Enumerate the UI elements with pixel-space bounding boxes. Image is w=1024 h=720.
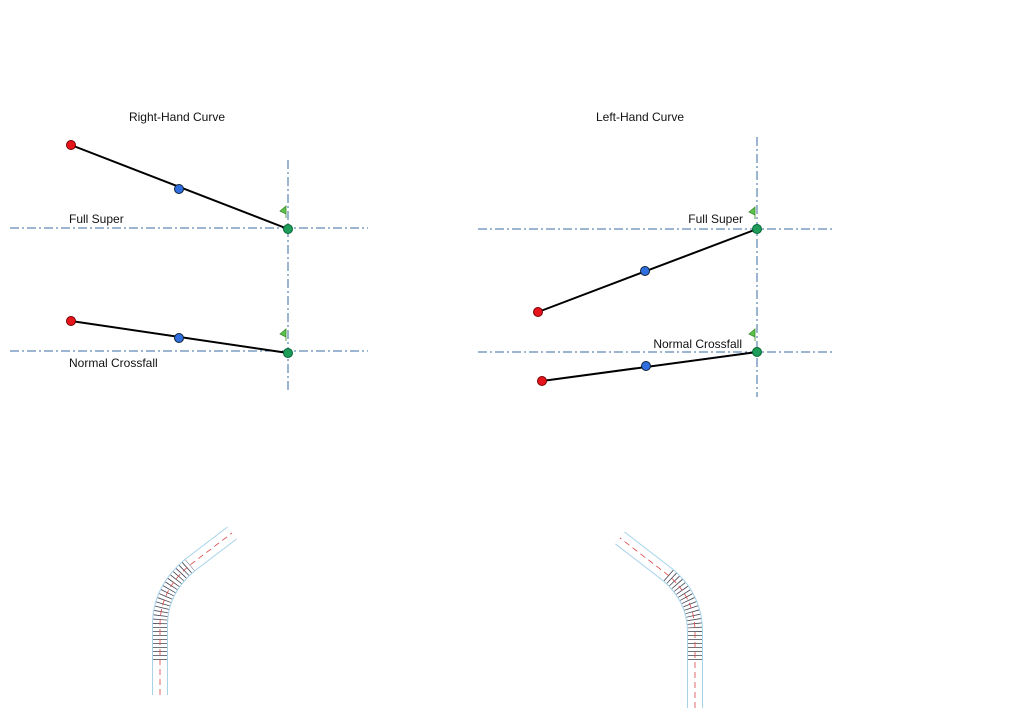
right-hand-panel: Right-Hand Curve Full Super Normal Cross… [10,110,368,390]
flag [748,206,756,219]
crossfall-label: Normal Crossfall [69,356,158,370]
flag [748,328,756,341]
left-road-plan [615,531,703,708]
edge-point [537,376,547,386]
panel-title: Left-Hand Curve [596,110,684,124]
edge-point [66,140,76,150]
pivot-point [283,348,293,358]
flag [279,205,287,218]
mid-point [174,333,184,343]
mid-point [174,184,184,194]
flag [279,328,287,341]
full-super-label: Full Super [69,212,124,226]
pivot-point [752,347,762,357]
pivot-point [283,224,293,234]
full-super-label: Full Super [688,212,743,226]
mid-point [640,266,650,276]
road [153,527,237,695]
road [615,532,702,708]
crossfall-label: Normal Crossfall [653,337,742,351]
edge-point [66,316,76,326]
mid-point [641,361,651,371]
pivot-point [752,224,762,234]
edge-point [533,307,543,317]
right-road-plan [152,526,237,695]
panel-title: Right-Hand Curve [129,110,225,124]
road-centerline [159,532,233,695]
left-hand-panel: Left-Hand Curve Full Super Normal Crossf… [478,110,835,397]
